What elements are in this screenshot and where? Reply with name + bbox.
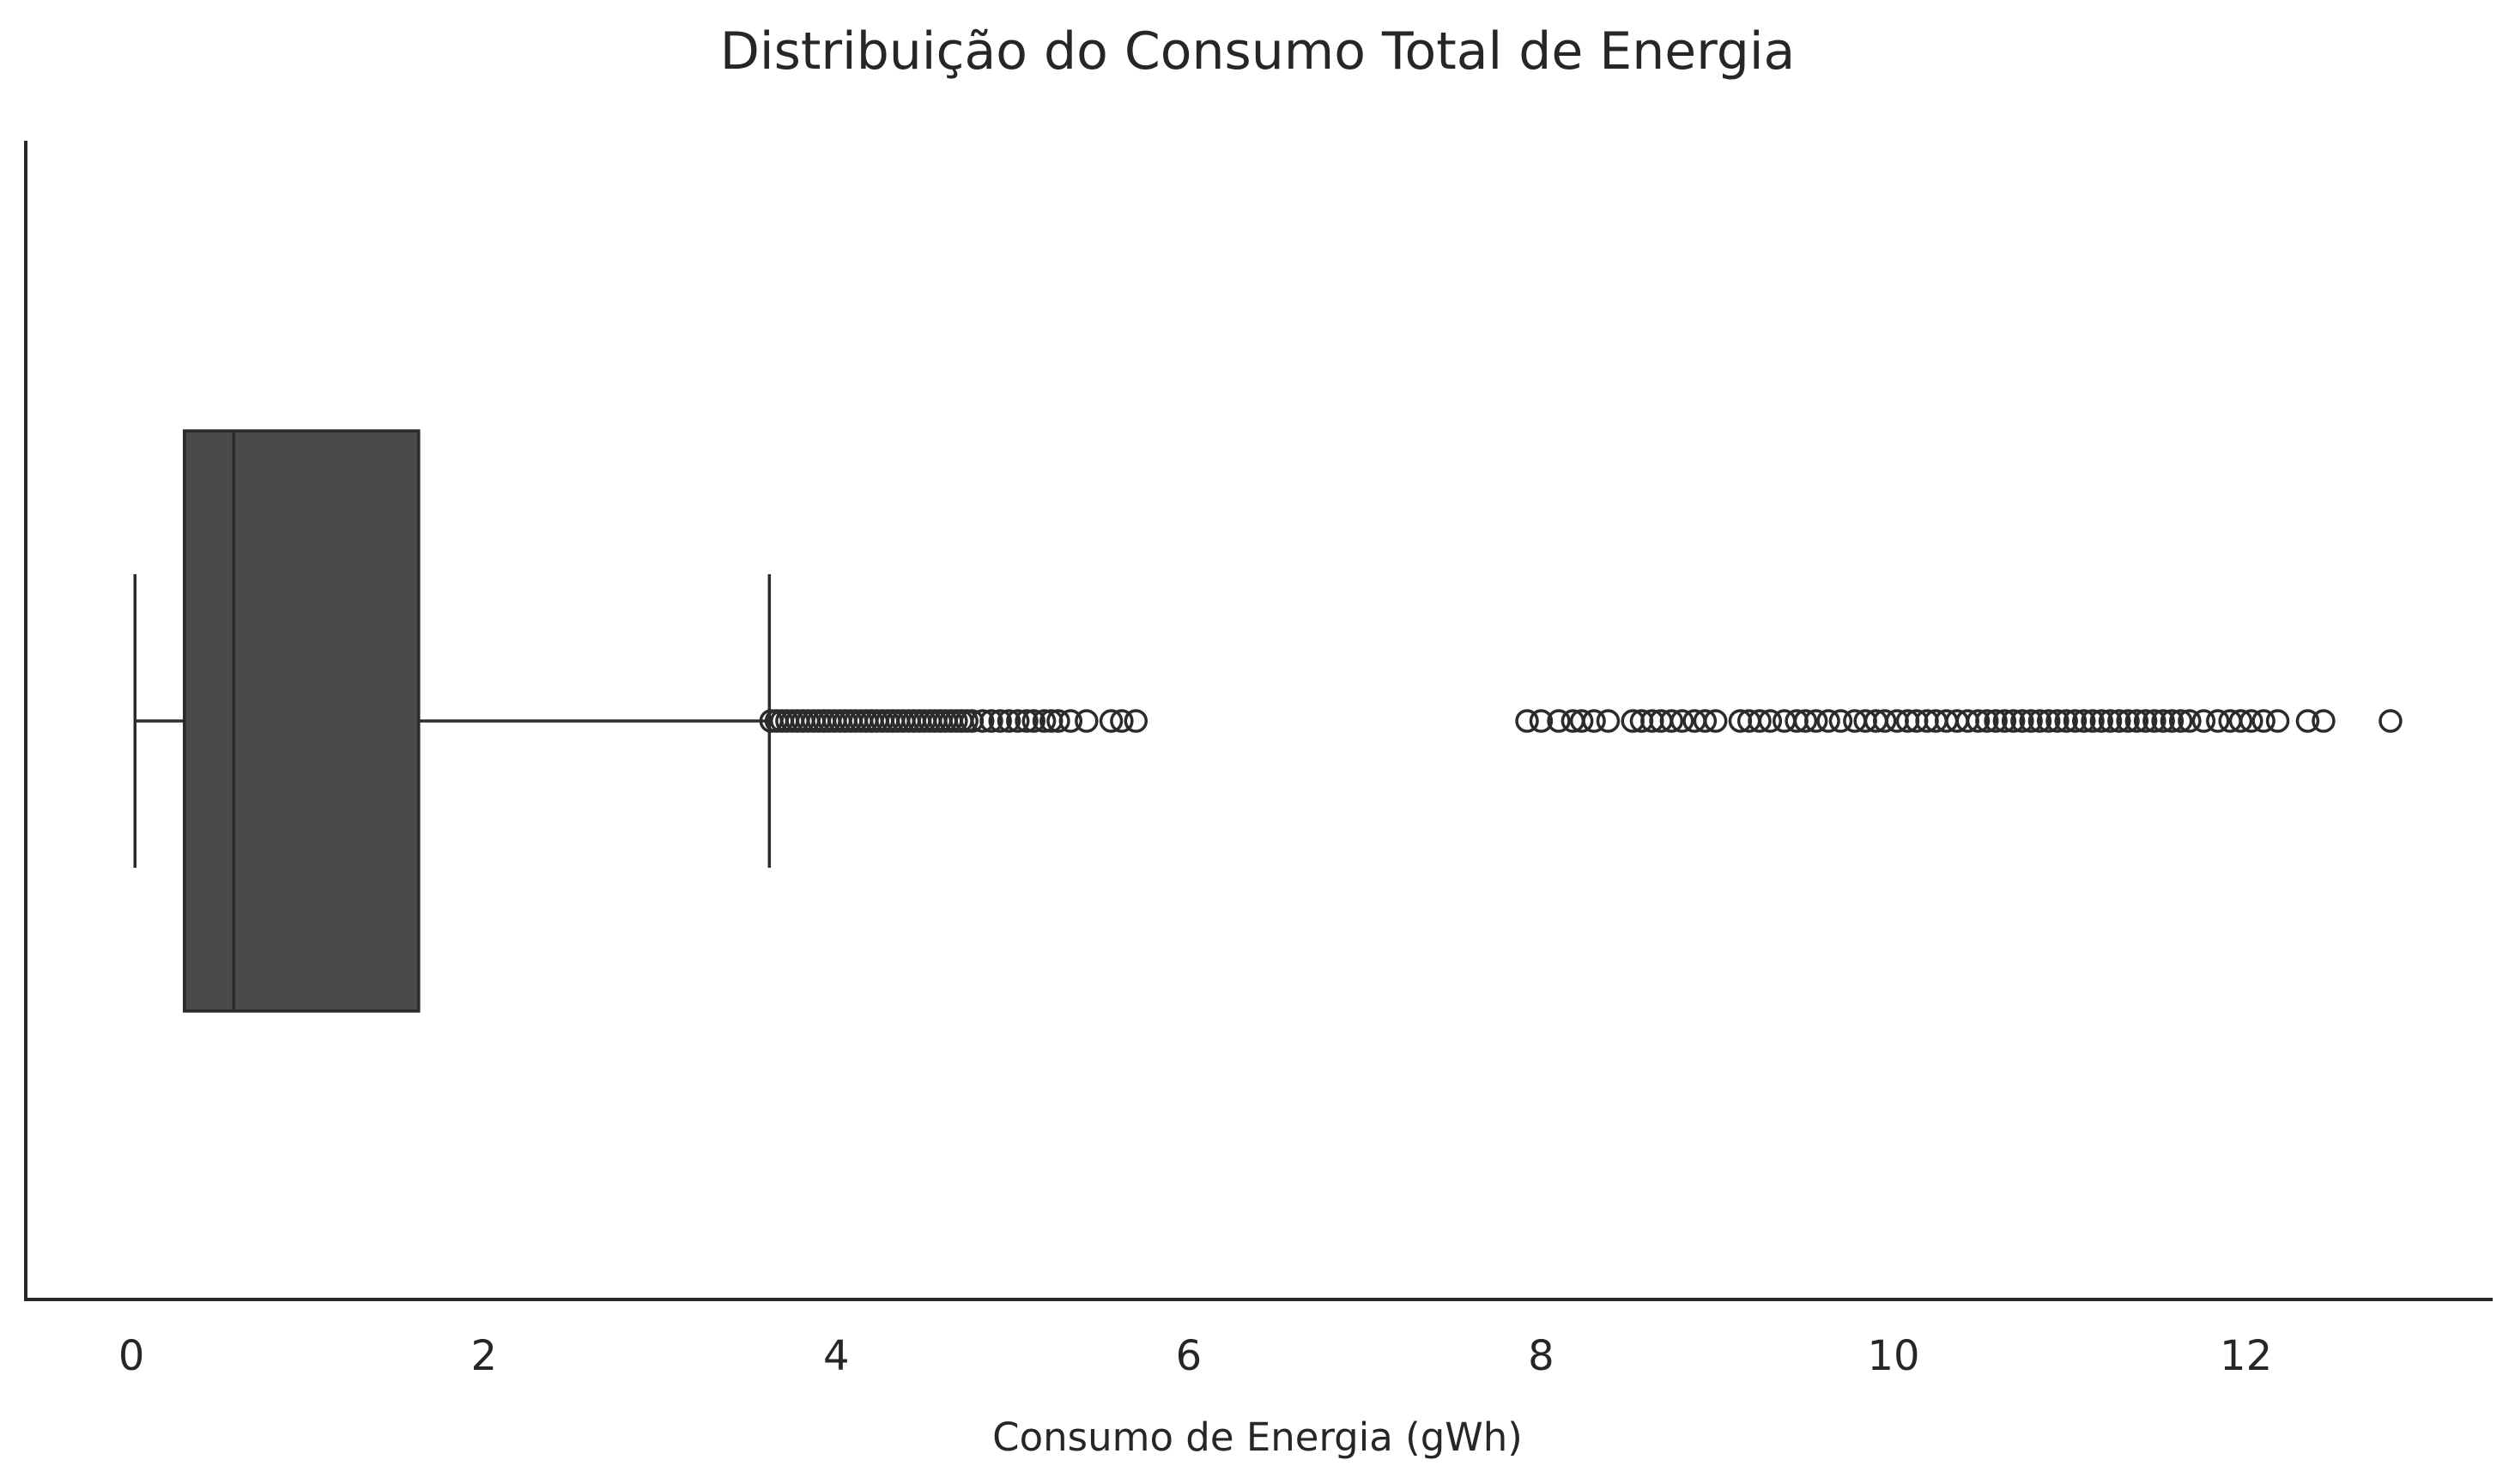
outlier-point (1966, 709, 1991, 733)
outlier-point (997, 709, 1021, 733)
outlier-point (1596, 709, 1621, 733)
outlier-point (1569, 709, 1594, 733)
outlier-point (2312, 709, 2336, 733)
outlier-point (2142, 709, 2167, 733)
outlier-point (1816, 709, 1840, 733)
outlier-point (1046, 709, 1070, 733)
x-tick-label: 10 (1867, 1332, 1919, 1380)
outlier-point (1547, 709, 1571, 733)
outlier-point (2228, 709, 2253, 733)
outlier-point (2027, 709, 2052, 733)
outlier-point (979, 709, 1003, 733)
outlier-point (2206, 709, 2230, 733)
outlier-point (2160, 709, 2185, 733)
x-tick-label: 0 (118, 1332, 145, 1380)
x-axis-label: Consumo de Energia (gWh) (992, 1414, 1523, 1460)
outlier-point (1032, 709, 1057, 733)
outlier-point (1758, 709, 1783, 733)
outlier-point (1015, 709, 1039, 733)
chart-title: Distribuição do Consumo Total de Energia (720, 21, 1796, 82)
outlier-point (2379, 709, 2403, 733)
outlier-point (2168, 709, 2193, 733)
outlier-point (2063, 709, 2088, 733)
outlier-point (1515, 709, 1539, 733)
outlier-point (1006, 709, 1030, 733)
box-group (133, 429, 772, 1013)
outlier-point (970, 709, 995, 733)
outlier-point (1873, 709, 1897, 733)
outlier-point (1693, 709, 1718, 733)
outlier-point (2107, 709, 2131, 733)
outlier-point (2251, 709, 2276, 733)
outlier-point (1099, 709, 1124, 733)
outlier-point (2089, 709, 2114, 733)
outlier-point (1659, 709, 1684, 733)
x-tick-label: 6 (1176, 1332, 1203, 1380)
x-tick-label: 8 (1528, 1332, 1554, 1380)
outlier-point (1828, 709, 1853, 733)
x-tick-labels: 0 2 4 6 8 10 12 (118, 1332, 2272, 1380)
outlier-point (1021, 709, 1045, 733)
outlier-point (2295, 709, 2320, 733)
outlier-point (1529, 709, 1554, 733)
outlier-point (2010, 709, 2034, 733)
outlier-point (2178, 709, 2202, 733)
x-tick-label: 12 (2220, 1332, 2272, 1380)
outlier-point (2191, 709, 2216, 733)
outlier-point (2036, 709, 2061, 733)
outlier-group (759, 709, 2403, 733)
outlier-point (2054, 709, 2078, 733)
outlier-point (1670, 709, 1694, 733)
outlier-point (1582, 709, 1606, 733)
iqr-box (183, 429, 421, 1013)
outlier-point (988, 709, 1012, 733)
outlier-point (2001, 709, 2026, 733)
outlier-point (2265, 709, 2290, 733)
x-tick-label: 4 (823, 1332, 850, 1380)
outlier-point (1793, 709, 1818, 733)
outlier-point (2019, 709, 2043, 733)
outlier-point (1703, 709, 1728, 733)
outlier-point (1075, 709, 1099, 733)
outlier-point (2071, 709, 2096, 733)
outlier-point (2098, 709, 2123, 733)
outlier-point (1124, 709, 1148, 733)
outlier-point (2045, 709, 2070, 733)
outlier-point (1748, 709, 1772, 733)
outlier-point (1058, 709, 1083, 733)
outlier-point (1975, 709, 1999, 733)
outlier-point (1803, 709, 1828, 733)
outlier-point (2081, 709, 2105, 733)
outlier-point (2124, 709, 2149, 733)
outlier-point (2239, 709, 2264, 733)
x-tick-label: 2 (470, 1332, 497, 1380)
outlier-point (1992, 709, 2017, 733)
outlier-point (1984, 709, 2008, 733)
outlier-point (2116, 709, 2140, 733)
outlier-point (1110, 709, 1134, 733)
outlier-point (2133, 709, 2158, 733)
outlier-point (2151, 709, 2175, 733)
